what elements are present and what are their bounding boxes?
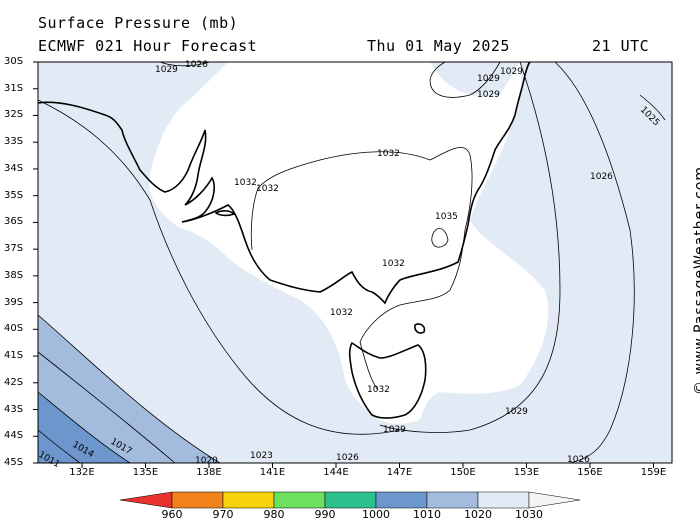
latitude-label: 41S xyxy=(4,350,24,362)
colorbar-label: 1010 xyxy=(413,508,441,521)
isobar-label: 1032 xyxy=(377,149,400,159)
colorbar-segment xyxy=(171,491,224,509)
isobar-label: 1035 xyxy=(435,212,458,222)
latitude-label: 30S xyxy=(4,56,24,67)
latitude-label: 44S xyxy=(4,430,24,442)
latitude-label: 42S xyxy=(4,376,24,388)
colorbar-label: 1020 xyxy=(464,508,492,521)
longitude-label: 138E xyxy=(196,467,222,478)
latitude-label: 37S xyxy=(4,243,24,255)
colorbar-segment xyxy=(375,491,428,509)
isobar-label: 1023 xyxy=(250,451,273,461)
isobar-label: 1029 xyxy=(500,67,523,77)
isobar-label: 1032 xyxy=(367,385,390,395)
band-1020 xyxy=(38,315,220,463)
colorbar-label: 960 xyxy=(161,508,183,521)
colorbar-segment xyxy=(324,491,377,509)
longitude-label: 159E xyxy=(640,467,667,478)
latitude-label: 38S xyxy=(4,269,24,281)
colorbar-segment xyxy=(273,491,326,509)
longitude-label: 156E xyxy=(577,467,603,478)
axis-ticks xyxy=(33,61,654,468)
latitude-label: 39S xyxy=(4,296,24,308)
colorbar-segment xyxy=(222,491,275,509)
site-credit: © www.PassageWeather.com xyxy=(692,165,700,395)
map-title: Surface Pressure (mb) xyxy=(38,14,239,32)
latitude-label: 36S xyxy=(4,216,24,228)
colorbar-left-cap xyxy=(119,491,173,509)
isobar-label: 1032 xyxy=(234,178,257,188)
forecast-date: Thu 01 May 2025 xyxy=(367,37,510,55)
latitude-label: 34S xyxy=(4,162,24,174)
isobar-label: 1029 xyxy=(505,407,528,417)
colorbar-right-cap xyxy=(528,491,581,509)
longitude-label: 132E xyxy=(69,467,95,478)
isobar-label: 1026 xyxy=(590,172,613,182)
latitude-label: 32S xyxy=(4,109,24,121)
forecast-model: ECMWF 021 Hour Forecast xyxy=(38,37,258,55)
isobar-label: 1032 xyxy=(256,184,279,194)
latitude-label: 33S xyxy=(4,136,24,148)
latitude-label: 31S xyxy=(4,82,24,94)
colorbar-label: 1030 xyxy=(515,508,543,521)
high-pressure-region xyxy=(149,62,549,424)
colorbar-label: 970 xyxy=(212,508,234,521)
longitude-label: 144E xyxy=(323,467,349,478)
colorbar-segment xyxy=(426,491,479,509)
longitude-label: 147E xyxy=(386,467,413,478)
longitude-label: 141E xyxy=(259,467,286,478)
colorbar-label: 1000 xyxy=(362,508,390,521)
isobar-label: 1029 xyxy=(477,90,500,100)
isobars xyxy=(37,61,666,464)
isobar-label: 1026 xyxy=(567,455,590,465)
longitude-label: 153E xyxy=(513,467,540,478)
latitude-label: 35S xyxy=(4,189,24,201)
isobar-label: 1029 xyxy=(155,65,178,75)
coastline xyxy=(37,61,531,419)
isobar-label: 1029 xyxy=(383,425,406,435)
isobar-label: 1020 xyxy=(195,456,218,466)
longitude-label: 135E xyxy=(132,467,159,478)
latitude-label: 45S xyxy=(4,457,24,468)
latitude-label: 40S xyxy=(4,323,24,335)
isobar-label: 1032 xyxy=(330,308,353,318)
colorbar xyxy=(119,491,581,509)
isobar-label: 1032 xyxy=(382,259,405,269)
band-1010 xyxy=(38,392,130,463)
latitude-label: 43S xyxy=(4,403,24,415)
isobar-label: 1026 xyxy=(336,453,359,463)
isobar-label: 1029 xyxy=(477,74,500,84)
colorbar-segment xyxy=(477,491,530,509)
isobar-label: 1026 xyxy=(185,60,208,70)
longitude-label: 150E xyxy=(450,467,476,478)
colorbar-label: 990 xyxy=(314,508,336,521)
forecast-time: 21 UTC xyxy=(592,37,650,55)
colorbar-label: 980 xyxy=(263,508,285,521)
map-frame xyxy=(37,61,673,464)
